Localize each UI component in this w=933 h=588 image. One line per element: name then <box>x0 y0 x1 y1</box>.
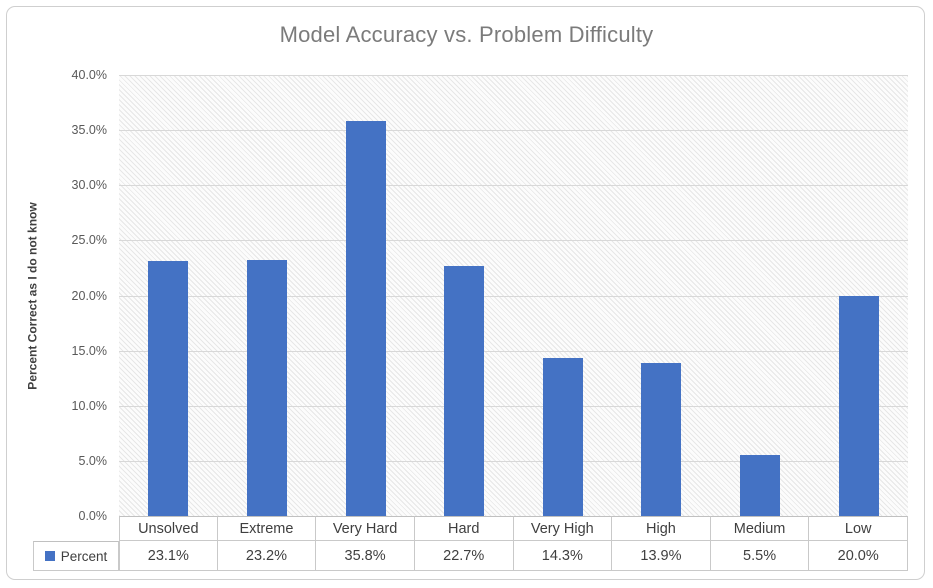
gridline <box>119 130 908 132</box>
value-cell-unsolved: 23.1% <box>119 541 218 571</box>
column-header-medium: Medium <box>710 516 810 541</box>
column-header-low: Low <box>809 516 908 541</box>
gridline <box>119 75 908 76</box>
legend-swatch-icon <box>44 551 55 561</box>
value-cell-extreme: 23.2% <box>217 541 317 571</box>
column-header-extreme: Extreme <box>217 516 317 541</box>
y-tick-label: 35.0% <box>71 123 107 138</box>
y-tick-label: 40.0% <box>71 68 107 82</box>
column-header-very-high: Very High <box>513 516 613 541</box>
y-axis-title-box: Percent Correct as I do not know <box>20 75 46 516</box>
gridline <box>119 405 908 407</box>
plot-area <box>119 75 908 516</box>
bar-extreme[interactable] <box>246 260 287 516</box>
chart-title: Model Accuracy vs. Problem Difficulty <box>279 22 654 47</box>
value-cell-medium: 5.5% <box>710 541 810 571</box>
y-tick-label: 5.0% <box>78 453 108 468</box>
value-cell-low: 20.0% <box>809 541 908 571</box>
gridline <box>119 185 908 187</box>
table-corner-cell <box>33 516 119 541</box>
legend-label: Percent <box>60 548 108 564</box>
bar-medium[interactable] <box>740 455 781 516</box>
y-tick-label: 25.0% <box>71 233 107 248</box>
bar-unsolved[interactable] <box>148 261 189 516</box>
y-axis-title: Percent Correct as I do not know <box>26 201 40 390</box>
gridline <box>119 460 908 462</box>
y-tick-label: 10.0% <box>71 398 107 413</box>
legend-key[interactable]: Percent <box>33 541 119 571</box>
gridline <box>119 295 908 297</box>
value-cell-very-hard: 35.8% <box>316 541 415 571</box>
bar-very-high[interactable] <box>542 358 583 516</box>
y-tick-label: 15.0% <box>71 343 107 358</box>
value-cell-hard: 22.7% <box>414 541 514 571</box>
y-tick-label: 0.0% <box>78 509 108 523</box>
bar-hard[interactable] <box>444 265 485 516</box>
column-header-very-hard: Very Hard <box>316 516 415 541</box>
column-header-unsolved: Unsolved <box>119 516 218 541</box>
y-tick-label: 20.0% <box>71 288 107 303</box>
bar-very-hard[interactable] <box>345 121 386 516</box>
y-tick-label: 30.0% <box>71 178 107 193</box>
column-header-hard: Hard <box>414 516 514 541</box>
gridline <box>119 350 908 352</box>
chart-data-table: Unsolved Extreme Very Hard Hard Very High Hig… <box>33 516 908 571</box>
value-cell-high: 13.9% <box>612 541 711 571</box>
value-cell-very-high: 14.3% <box>513 541 613 571</box>
bar-high[interactable] <box>641 362 682 516</box>
bar-low[interactable] <box>838 295 879 516</box>
gridline <box>119 240 908 242</box>
column-header-high: High <box>612 516 711 541</box>
